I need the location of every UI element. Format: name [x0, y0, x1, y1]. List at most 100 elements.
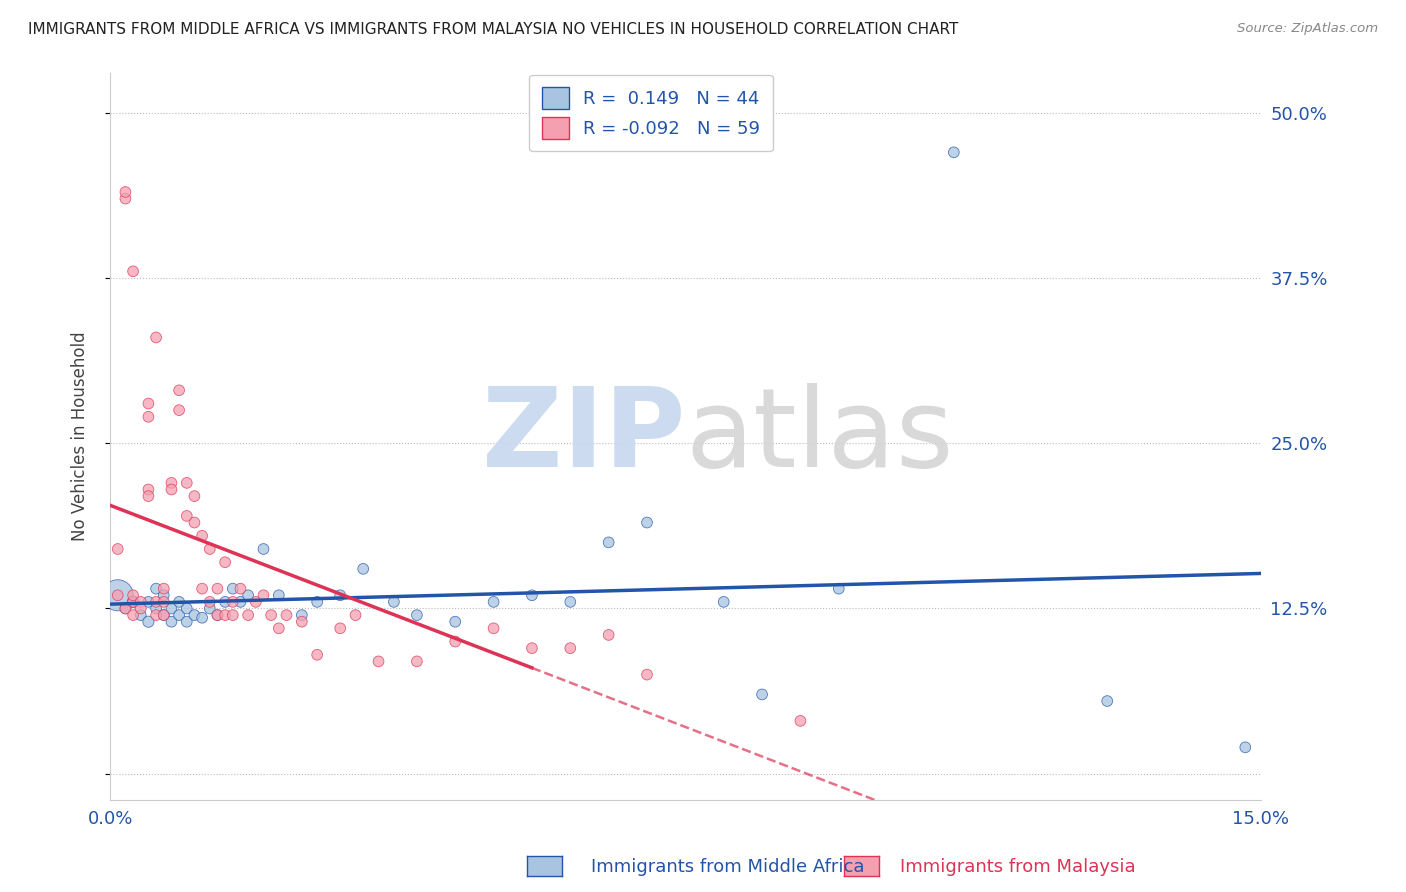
Point: [307, 595, 329, 609]
Point: [520, 588, 543, 602]
Point: [122, 595, 145, 609]
Point: [222, 608, 245, 623]
Point: [138, 489, 160, 503]
Point: [214, 595, 236, 609]
Point: [176, 615, 198, 629]
Point: [145, 608, 167, 623]
Point: [122, 608, 145, 623]
Point: [207, 608, 229, 623]
Text: Immigrants from Middle Africa: Immigrants from Middle Africa: [591, 858, 865, 876]
Point: [207, 608, 229, 623]
Point: [183, 516, 205, 530]
Point: [789, 714, 811, 728]
Point: [145, 601, 167, 615]
Point: [222, 582, 245, 596]
Point: [560, 641, 582, 656]
Point: [1095, 694, 1118, 708]
Y-axis label: No Vehicles in Household: No Vehicles in Household: [72, 332, 89, 541]
Point: [344, 608, 367, 623]
Point: [160, 601, 183, 615]
Point: [245, 595, 267, 609]
Text: Immigrants from Malaysia: Immigrants from Malaysia: [900, 858, 1136, 876]
Point: [207, 582, 229, 596]
Point: [598, 535, 620, 549]
Point: [636, 516, 658, 530]
Point: [152, 595, 174, 609]
Point: [828, 582, 851, 596]
Text: IMMIGRANTS FROM MIDDLE AFRICA VS IMMIGRANTS FROM MALAYSIA NO VEHICLES IN HOUSEHO: IMMIGRANTS FROM MIDDLE AFRICA VS IMMIGRA…: [28, 22, 959, 37]
Point: [167, 403, 190, 417]
Point: [191, 529, 214, 543]
Point: [560, 595, 582, 609]
Point: [352, 562, 374, 576]
Point: [267, 621, 290, 635]
Point: [329, 588, 352, 602]
Point: [198, 595, 221, 609]
Point: [152, 608, 174, 623]
Point: [107, 588, 129, 602]
Point: [160, 615, 183, 629]
Point: [444, 634, 467, 648]
Point: [138, 409, 160, 424]
Point: [252, 541, 274, 556]
Point: [367, 654, 389, 668]
Text: atlas: atlas: [685, 383, 953, 490]
Point: [406, 654, 429, 668]
Point: [252, 588, 274, 602]
Point: [214, 608, 236, 623]
Point: [114, 601, 136, 615]
Point: [222, 595, 245, 609]
Point: [167, 595, 190, 609]
Point: [444, 615, 467, 629]
Point: [138, 595, 160, 609]
Point: [145, 330, 167, 344]
Point: [122, 595, 145, 609]
Text: Source: ZipAtlas.com: Source: ZipAtlas.com: [1237, 22, 1378, 36]
Point: [167, 384, 190, 398]
Point: [160, 483, 183, 497]
Point: [138, 396, 160, 410]
Point: [329, 621, 352, 635]
Point: [482, 621, 505, 635]
Point: [236, 608, 259, 623]
Point: [267, 588, 290, 602]
Point: [236, 588, 259, 602]
Point: [145, 595, 167, 609]
Point: [138, 615, 160, 629]
Point: [482, 595, 505, 609]
Point: [114, 601, 136, 615]
Point: [114, 192, 136, 206]
Point: [138, 483, 160, 497]
Point: [176, 601, 198, 615]
Point: [198, 601, 221, 615]
Text: ZIP: ZIP: [482, 383, 685, 490]
Point: [129, 595, 152, 609]
Legend: R =  0.149   N = 44, R = -0.092   N = 59: R = 0.149 N = 44, R = -0.092 N = 59: [529, 75, 773, 152]
Point: [713, 595, 735, 609]
Point: [152, 588, 174, 602]
Point: [152, 608, 174, 623]
Point: [107, 541, 129, 556]
Point: [107, 588, 129, 602]
Point: [167, 608, 190, 623]
Point: [942, 145, 965, 160]
Point: [176, 508, 198, 523]
Point: [129, 608, 152, 623]
Point: [229, 582, 252, 596]
Point: [382, 595, 405, 609]
Point: [183, 608, 205, 623]
Point: [214, 555, 236, 569]
Point: [191, 611, 214, 625]
Point: [191, 582, 214, 596]
Point: [406, 608, 429, 623]
Point: [291, 615, 314, 629]
Point: [520, 641, 543, 656]
Point: [160, 475, 183, 490]
Point: [751, 688, 773, 702]
Point: [1234, 740, 1257, 755]
Point: [176, 475, 198, 490]
Point: [183, 489, 205, 503]
Point: [229, 595, 252, 609]
Point: [145, 582, 167, 596]
Point: [636, 667, 658, 681]
